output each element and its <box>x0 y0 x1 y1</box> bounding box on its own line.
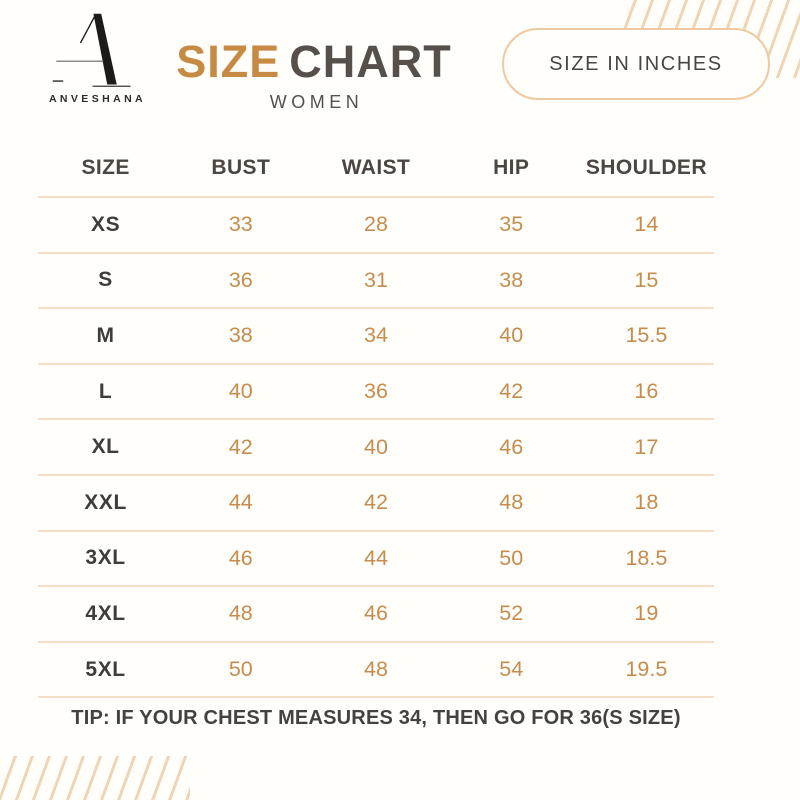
measurement-value: 15.5 <box>625 323 668 348</box>
page-subtitle: WOMEN <box>269 92 364 112</box>
size-table-body: XS 33 28 35 14 S 36 31 38 15 M 38 34 40 15.5 L 40 36 42 16 X… <box>38 198 714 699</box>
measurement-value: 38 <box>228 323 253 348</box>
measurement-value: 33 <box>228 212 253 237</box>
tip-note: TIP: IF YOUR CHEST MEASURES 34, THEN GO … <box>71 707 681 730</box>
column-header-hip: HIP <box>493 156 530 179</box>
table-row: 3XL 46 44 50 18.5 <box>38 532 714 588</box>
measurement-value: 19.5 <box>625 657 668 682</box>
measurement-value: 15 <box>634 267 659 292</box>
column-header-bust: BUST <box>211 156 271 179</box>
table-row: XL 42 40 46 17 <box>38 420 714 476</box>
title-word-chart: CHART <box>289 36 452 87</box>
size-label: L <box>98 379 113 403</box>
measurement-value: 52 <box>499 601 524 626</box>
size-label: XS <box>90 212 121 236</box>
measurement-value: 50 <box>228 657 253 682</box>
title-word-size: SIZE <box>176 36 281 87</box>
column-header-size: SIZE <box>81 156 130 179</box>
table-row: 4XL 48 46 52 19 <box>38 587 714 643</box>
measurement-value: 46 <box>364 601 388 626</box>
brand-name: ANVESHANA <box>48 93 147 105</box>
table-row: XXL 44 42 48 18 <box>38 476 714 532</box>
size-table-header-row: SIZE BUST WAIST HIP SHOULDER <box>38 140 714 198</box>
measurement-value: 50 <box>499 545 524 570</box>
measurement-value: 48 <box>499 490 524 515</box>
unit-badge: SIZE IN INCHES <box>502 28 770 100</box>
measurement-value: 14 <box>634 212 659 237</box>
measurement-value: 36 <box>364 379 388 404</box>
measurement-value: 40 <box>228 379 253 404</box>
column-header-shoulder: SHOULDER <box>585 156 707 179</box>
size-label: 5XL <box>85 657 126 681</box>
table-row: L 40 36 42 16 <box>38 365 714 421</box>
measurement-value: 44 <box>228 490 253 515</box>
table-row: 5XL 50 48 54 19.5 <box>38 643 714 699</box>
measurement-value: 38 <box>499 267 524 292</box>
measurement-value: 36 <box>228 267 253 292</box>
measurement-value: 31 <box>364 267 388 292</box>
brand-monogram-icon <box>52 13 131 87</box>
size-label: XL <box>91 435 120 459</box>
size-label: S <box>98 268 113 292</box>
measurement-value: 40 <box>364 434 388 459</box>
table-row: XS 33 28 35 14 <box>38 198 714 254</box>
table-row: S 36 31 38 15 <box>38 254 714 310</box>
measurement-value: 19 <box>634 601 659 626</box>
brand-logo: ANVESHANA <box>44 12 148 105</box>
size-label: M <box>96 323 115 347</box>
measurement-value: 48 <box>228 601 253 626</box>
size-label: XXL <box>84 490 127 514</box>
measurement-value: 18 <box>634 490 659 515</box>
measurement-value: 42 <box>364 490 388 515</box>
measurement-value: 46 <box>499 434 524 459</box>
measurement-value: 44 <box>364 545 388 570</box>
size-label: 3XL <box>85 546 126 570</box>
measurement-value: 48 <box>364 657 388 682</box>
table-row: M 38 34 40 15.5 <box>38 309 714 365</box>
measurement-value: 16 <box>634 379 659 404</box>
measurement-value: 35 <box>499 212 524 237</box>
measurement-value: 34 <box>364 323 388 348</box>
measurement-value: 54 <box>499 657 524 682</box>
measurement-value: 40 <box>499 323 524 348</box>
column-header-waist: WAIST <box>341 156 411 179</box>
measurement-value: 42 <box>228 434 253 459</box>
title-block: SIZE CHART WOMEN <box>156 36 472 113</box>
size-table: SIZE BUST WAIST HIP SHOULDER XS 33 28 35 14 S… <box>38 140 714 730</box>
size-label: 4XL <box>85 601 126 625</box>
measurement-value: 42 <box>499 379 524 404</box>
measurement-value: 28 <box>364 212 388 237</box>
decorative-stripes-bottom-left <box>0 756 190 800</box>
page-title: SIZE CHART <box>156 36 472 88</box>
measurement-value: 17 <box>634 434 659 459</box>
unit-badge-label: SIZE IN INCHES <box>549 52 723 75</box>
measurement-value: 46 <box>228 545 253 570</box>
measurement-value: 18.5 <box>625 545 668 570</box>
